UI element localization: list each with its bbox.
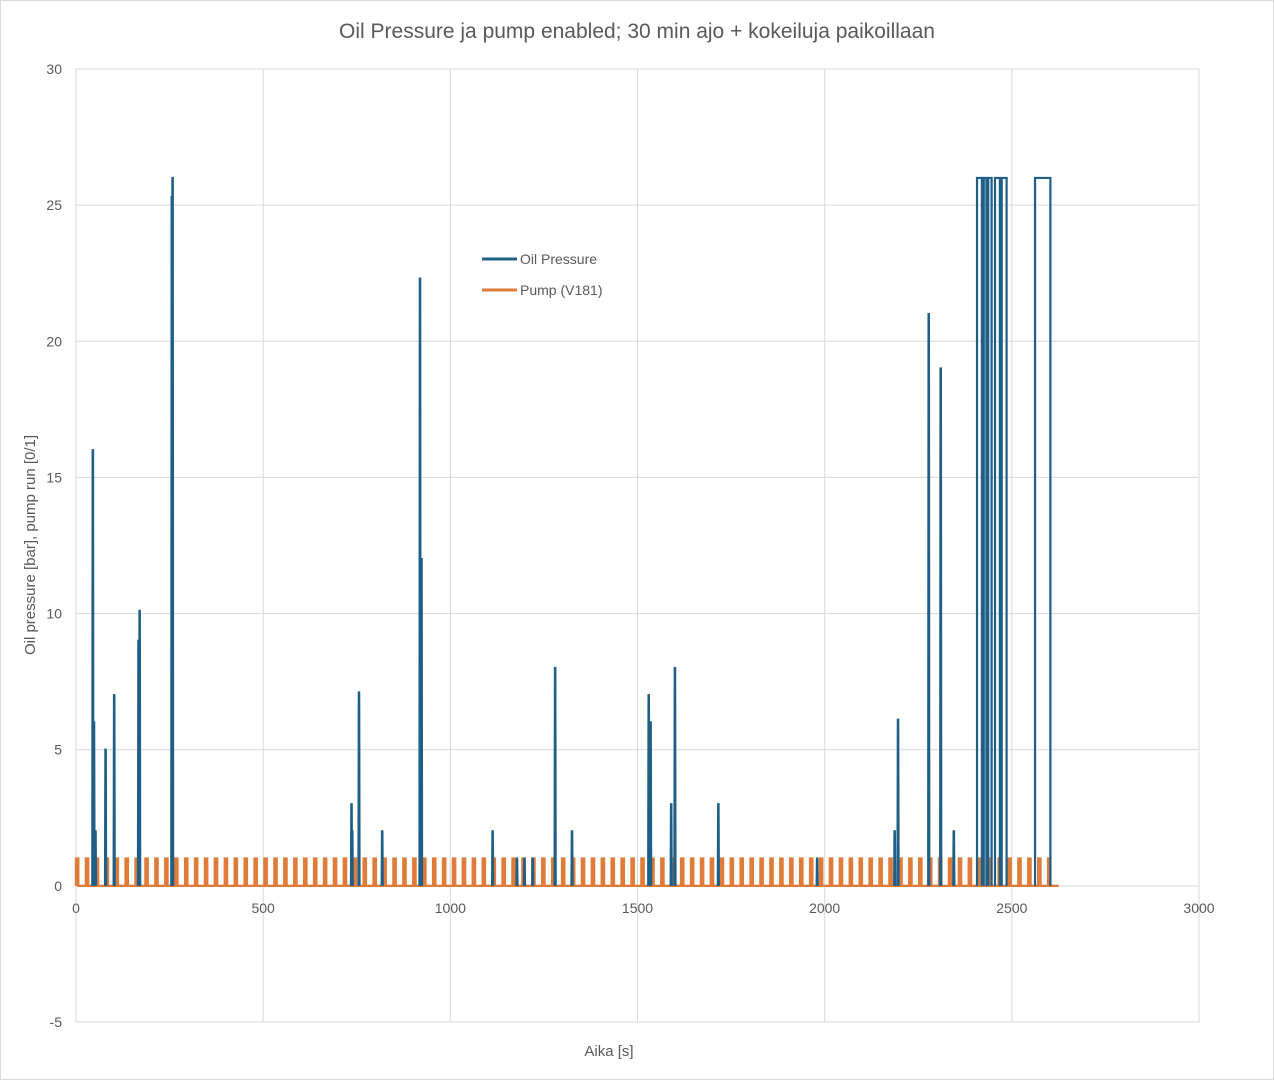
y-tick-label: -5 <box>50 1014 63 1030</box>
oil-pressure-spike <box>91 449 95 886</box>
tick-labels: -5 0 5 10 15 20 25 30 0 500 1000 1500 2000 2500 3000 <box>46 61 1214 1030</box>
oil-pressure-spike <box>522 857 527 886</box>
x-axis-title: Aika [s] <box>584 1043 633 1060</box>
oil-pressure-plateau <box>987 176 993 886</box>
y-tick-label: 25 <box>46 197 62 213</box>
oil-pressure-spike <box>103 748 108 886</box>
oil-pressure-spike <box>531 857 535 886</box>
y-tick-label: 5 <box>54 742 62 758</box>
oil-pressure-spike <box>673 666 677 886</box>
oil-pressure-spike <box>648 721 653 886</box>
legend-label-oil-pressure: Oil Pressure <box>520 251 597 267</box>
oil-pressure-spike <box>112 694 116 886</box>
oil-pressure-spike <box>647 694 651 886</box>
oil-pressure-spike <box>896 718 900 886</box>
oil-pressure-spike <box>380 830 384 886</box>
legend-label-pump: Pump (V181) <box>520 282 602 298</box>
x-tick-label: 1000 <box>435 900 466 916</box>
y-axis-title: Oil pressure [bar], pump run [0/1] <box>22 435 39 655</box>
oil-pressure-spike <box>357 691 361 886</box>
oil-pressure-spike <box>952 830 956 886</box>
y-tick-label: 30 <box>46 61 62 77</box>
series-pump-line <box>74 857 1059 888</box>
oil-pressure-spike <box>350 830 354 886</box>
oil-pressure-plateau <box>1000 176 1008 886</box>
legend: Oil Pressure Pump (V181) <box>482 251 602 298</box>
chart-title: Oil Pressure ja pump enabled; 30 min ajo… <box>339 20 935 43</box>
y-tick-label: 20 <box>46 333 62 349</box>
oil-pressure-spike <box>669 803 673 886</box>
series-oil-pressure <box>91 176 1052 886</box>
y-tick-label: 10 <box>46 606 62 622</box>
y-tick-label: 0 <box>54 878 62 894</box>
oil-pressure-spike <box>716 803 721 886</box>
oil-pressure-plateau <box>975 176 983 886</box>
oil-pressure-spike <box>137 609 142 886</box>
oil-pressure-spike <box>419 558 424 886</box>
x-tick-label: 500 <box>251 900 275 916</box>
oil-pressure-spike <box>570 830 574 886</box>
oil-pressure-spike <box>490 830 495 886</box>
plot-area <box>74 176 1059 888</box>
oil-pressure-spike <box>515 857 519 886</box>
oil-pressure-spike <box>893 830 897 886</box>
oil-pressure-plateau <box>1033 176 1052 886</box>
x-tick-label: 2000 <box>809 900 840 916</box>
oil-pressure-spike <box>93 830 98 886</box>
oil-pressure-spike <box>927 312 931 886</box>
oil-pressure-plateau <box>982 176 988 886</box>
oil-pressure-spike <box>939 367 943 886</box>
x-tick-label: 1500 <box>622 900 653 916</box>
x-tick-label: 2500 <box>996 900 1027 916</box>
oil-pressure-plateau <box>993 176 1001 886</box>
oil-pressure-spike <box>815 857 819 886</box>
x-tick-label: 0 <box>72 900 80 916</box>
oil-pressure-spike <box>553 666 557 886</box>
oil-pressure-spike <box>170 176 175 886</box>
x-tick-label: 3000 <box>1183 900 1214 916</box>
y-tick-label: 15 <box>46 469 62 485</box>
oil-pressure-spike <box>92 721 96 886</box>
